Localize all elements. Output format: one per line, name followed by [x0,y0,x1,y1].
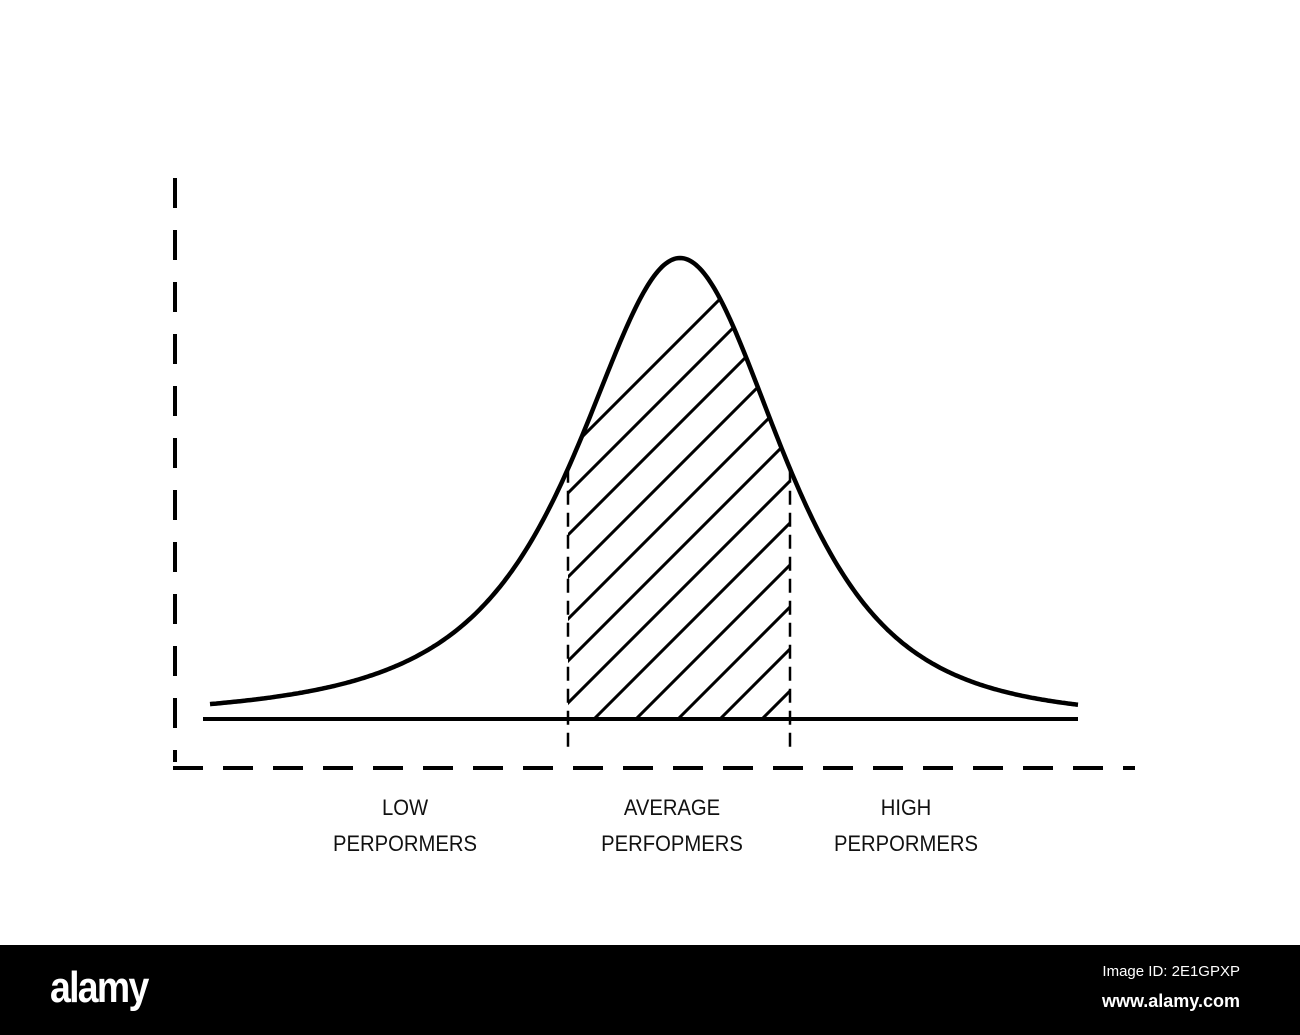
hatch-line [592,258,790,719]
watermark-bar: alamy Image ID: 2E1GPXP www.alamy.com [0,945,1300,1035]
label-line: HIGH [880,795,932,820]
site-url: www.alamy.com [1101,991,1240,1011]
hatch-line [676,258,790,719]
hatch-line [568,258,790,719]
hatch-line [568,258,790,719]
hatch-line [568,258,790,719]
label-low-performers: LOW PERPORMERS [313,790,497,862]
image-id: Image ID: 2E1GPXP [1102,963,1240,980]
alamy-logo: alamy [50,963,149,1012]
label-average-performers: AVERAGE PERFOPMERS [580,790,764,862]
label-line: PERPORMERS [834,831,978,856]
label-high-performers: HIGH PERPORMERS [814,790,998,862]
bell-curve [209,255,1079,707]
label-line: AVERAGE [623,795,721,820]
hatch-line [760,258,790,719]
average-region-hatching [568,258,790,719]
bell-curve-diagram [173,178,1135,770]
label-line: PERPORMERS [333,831,477,856]
hatch-line [634,258,790,719]
hatch-line [568,258,782,719]
hatch-line [568,258,790,719]
label-line: PERFOPMERS [601,831,743,856]
label-line: LOW [381,795,429,820]
